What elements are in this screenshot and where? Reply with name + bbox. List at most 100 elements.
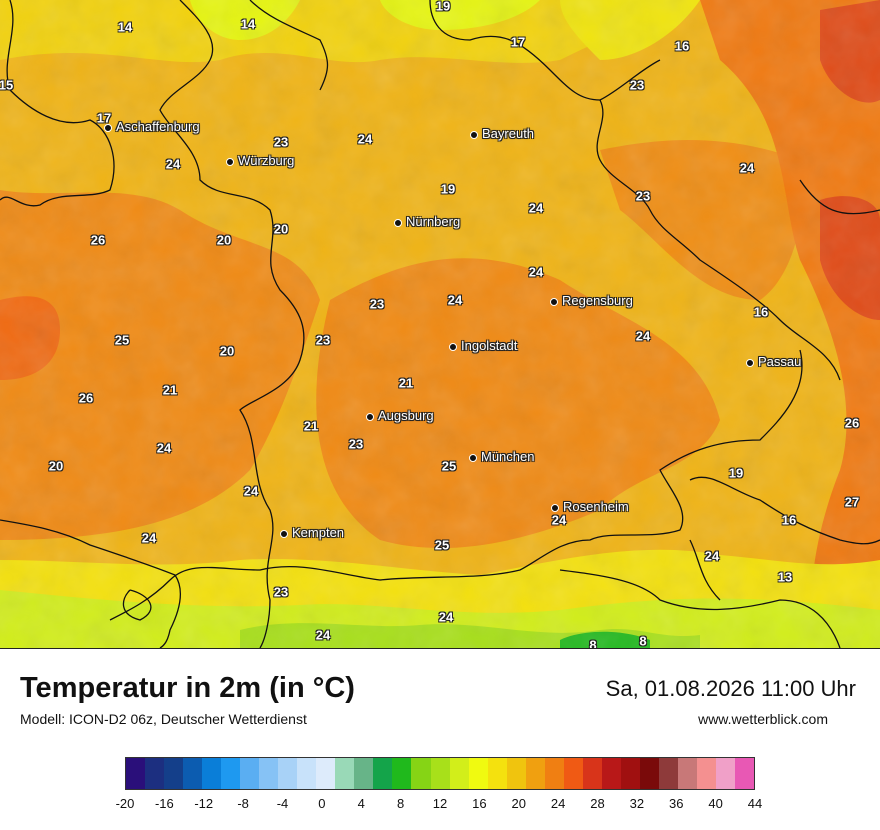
temp-value: 23 (635, 188, 651, 204)
temp-value: 20 (273, 221, 289, 237)
color-scale-cell (525, 758, 545, 789)
city-bayreuth: Bayreuth (470, 126, 534, 141)
color-scale-cell (582, 758, 602, 789)
color-scale-cell (316, 758, 336, 789)
state-borders (0, 0, 880, 648)
temp-value: 21 (303, 418, 319, 434)
temp-value: 24 (156, 440, 172, 456)
temp-value: 23 (369, 296, 385, 312)
city-aschaffenburg: Aschaffenburg (104, 119, 200, 134)
city-label: Regensburg (562, 293, 633, 308)
city-wuerzburg: Würzburg (226, 153, 294, 168)
color-scale-cell (620, 758, 640, 789)
city-dot-icon (366, 412, 374, 421)
color-scale-tick-label: 28 (590, 796, 605, 811)
color-scale-cell (506, 758, 526, 789)
city-label: München (481, 449, 535, 464)
color-scale-cell (658, 758, 678, 789)
temp-value: 25 (441, 458, 457, 474)
temp-value: 16 (753, 304, 769, 320)
temp-value: 21 (162, 382, 178, 398)
city-kempten: Kempten (280, 525, 344, 540)
color-scale-tick-label: 16 (472, 796, 487, 811)
color-scale-tick-label: 8 (397, 796, 405, 811)
city-dot-icon (226, 157, 234, 166)
temp-value: 23 (273, 584, 289, 600)
city-regensburg: Regensburg (550, 293, 633, 308)
temp-value: 8 (639, 633, 647, 649)
temp-value: 24 (635, 328, 651, 344)
temp-value: 17 (510, 34, 526, 50)
color-scale-tick-label: -20 (115, 796, 135, 811)
temp-value: 24 (243, 483, 259, 499)
color-scale-cell (164, 758, 184, 789)
city-label: Rosenheim (563, 499, 629, 514)
city-label: Würzburg (238, 153, 295, 168)
city-label: Ingolstadt (461, 338, 518, 353)
color-scale-cell (601, 758, 621, 789)
color-scale-cell (221, 758, 241, 789)
temp-value: 23 (348, 436, 364, 452)
city-label: Augsburg (378, 408, 434, 423)
city-label: Bayreuth (482, 126, 535, 141)
temp-value: 14 (117, 19, 133, 35)
temp-value: 24 (447, 292, 463, 308)
temp-value: 24 (165, 156, 181, 172)
map-canvas (0, 0, 880, 648)
cool-region-north (0, 0, 700, 63)
temp-value: 24 (704, 548, 720, 564)
color-scale-tick-label: 32 (629, 796, 645, 811)
temp-value: 8 (589, 637, 597, 649)
color-scale-tick-label: 0 (318, 796, 326, 811)
temp-value: 26 (90, 232, 106, 248)
city-dot-icon (394, 218, 402, 227)
temp-value: 23 (315, 332, 331, 348)
color-scale-cell (183, 758, 203, 789)
color-scale-labels: -20 -16 -12 -8 -4 0 4 8 12 16 20 24 28 32 36 40 44 (116, 796, 763, 812)
temp-value: 24 (739, 160, 755, 176)
temp-value: 24 (528, 264, 544, 280)
city-passau: Passau (746, 354, 801, 369)
color-scale-cell (240, 758, 260, 789)
temp-value: 24 (438, 609, 454, 625)
city-dot-icon (550, 297, 558, 306)
color-scale-cell (145, 758, 165, 789)
city-dot-icon (469, 453, 477, 462)
city-rosenheim: Rosenheim (551, 499, 629, 514)
temp-value: 27 (844, 494, 860, 510)
color-scale-cell (335, 758, 355, 789)
color-scale-cell (126, 758, 146, 789)
temp-value: 24 (141, 530, 157, 546)
city-dot-icon (280, 529, 288, 538)
color-scale-tick-label: 40 (708, 796, 723, 811)
temp-value: 26 (78, 390, 94, 406)
temp-value: 16 (781, 512, 797, 528)
city-dot-icon (449, 342, 457, 351)
temp-value: 19 (435, 0, 451, 14)
temp-value: 24 (551, 512, 567, 528)
color-scale-tick-label: 36 (669, 796, 684, 811)
map-title: Temperatur in 2m (in °C) (20, 672, 355, 704)
temp-value: 24 (357, 131, 373, 147)
city-muenchen: München (469, 449, 534, 464)
color-scale-cell (392, 758, 412, 789)
city-dot-icon (551, 503, 559, 512)
temp-value: 24 (447, 292, 463, 308)
city-augsburg: Augsburg (366, 408, 434, 423)
color-scale-cell (411, 758, 431, 789)
city-label: Aschaffenburg (116, 119, 200, 134)
temp-value: 21 (398, 375, 414, 391)
color-scale-cell (278, 758, 298, 789)
city-dot-icon (746, 358, 754, 367)
temp-value: 19 (728, 465, 744, 481)
color-scale-tick-label: 12 (432, 796, 448, 811)
color-scale-tick-label: -12 (194, 796, 214, 811)
color-scale-cell (735, 758, 755, 789)
temp-value: 25 (114, 332, 130, 348)
color-scale-cell (259, 758, 279, 789)
color-scale-cell (297, 758, 317, 789)
temp-value: 26 (844, 415, 860, 431)
color-scale-cell (563, 758, 583, 789)
temp-value: 13 (777, 569, 793, 585)
color-scale-tick-label: 44 (747, 796, 763, 811)
